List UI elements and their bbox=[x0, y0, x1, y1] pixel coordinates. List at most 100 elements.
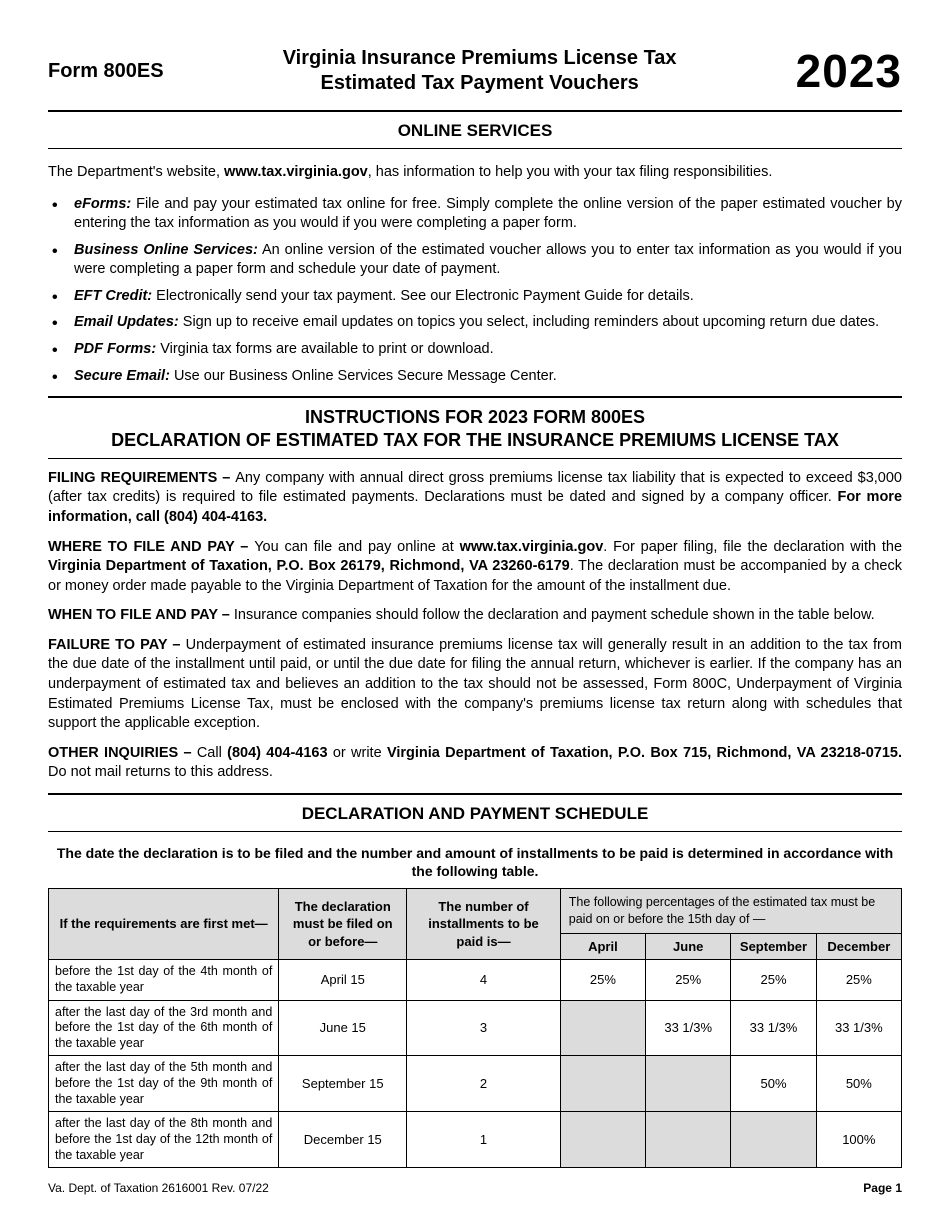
list-item: PDF Forms: Virginia tax forms are availa… bbox=[74, 340, 902, 360]
cell-pct: 50% bbox=[816, 1056, 901, 1112]
item-label: Secure Email: bbox=[74, 368, 170, 384]
where-address: Virginia Department of Taxation, P.O. Bo… bbox=[48, 558, 570, 574]
cell-pct: 25% bbox=[731, 960, 816, 1000]
item-label: eForms: bbox=[74, 196, 131, 212]
cell-pct: 33 1/3% bbox=[816, 1000, 901, 1056]
list-item: EFT Credit: Electronically send your tax… bbox=[74, 287, 902, 307]
table-header-row: If the requirements are first met— The d… bbox=[49, 889, 902, 934]
schedule-heading: DECLARATION AND PAYMENT SCHEDULE bbox=[48, 799, 902, 828]
other-mid: or write bbox=[328, 745, 387, 761]
main-title: Virginia Insurance Premiums License Tax … bbox=[164, 46, 796, 96]
table-body: before the 1st day of the 4th month of t… bbox=[49, 960, 902, 1168]
list-item: Email Updates: Sign up to receive email … bbox=[74, 313, 902, 333]
item-label: Email Updates: bbox=[74, 314, 179, 330]
table-row: before the 1st day of the 4th month of t… bbox=[49, 960, 902, 1000]
cell-pct: 50% bbox=[731, 1056, 816, 1112]
cell-req: after the last day of the 5th month and … bbox=[49, 1056, 279, 1112]
item-label: EFT Credit: bbox=[74, 288, 152, 304]
item-label: Business Online Services: bbox=[74, 242, 258, 258]
th-december: December bbox=[816, 933, 901, 960]
other-pre: Call bbox=[197, 745, 227, 761]
th-june: June bbox=[646, 933, 731, 960]
other-post: Do not mail returns to this address. bbox=[48, 764, 273, 780]
other-inquiries-para: OTHER INQUIRIES – Call (804) 404-4163 or… bbox=[48, 744, 902, 783]
cell-pct: 25% bbox=[560, 960, 645, 1000]
filing-label: FILING REQUIREMENTS – bbox=[48, 470, 235, 486]
other-phone: (804) 404-4163 bbox=[227, 745, 327, 761]
header-row: Form 800ES Virginia Insurance Premiums L… bbox=[48, 40, 902, 102]
cell-req: after the last day of the 8th month and … bbox=[49, 1112, 279, 1168]
title-line2: Estimated Tax Payment Vouchers bbox=[321, 72, 639, 94]
th-requirements: If the requirements are first met— bbox=[49, 889, 279, 960]
item-text: Electronically send your tax payment. Se… bbox=[152, 288, 694, 304]
instructions-heading: INSTRUCTIONS FOR 2023 FORM 800ES DECLARA… bbox=[48, 402, 902, 455]
tax-year: 2023 bbox=[796, 40, 902, 102]
cell-num: 2 bbox=[407, 1056, 561, 1112]
footer-left: Va. Dept. of Taxation 2616001 Rev. 07/22 bbox=[48, 1180, 269, 1196]
where-url: www.tax.virginia.gov bbox=[460, 539, 604, 555]
when-to-file-para: WHEN TO FILE AND PAY – Insurance compani… bbox=[48, 606, 902, 626]
item-text: Use our Business Online Services Secure … bbox=[170, 368, 557, 384]
cell-empty bbox=[646, 1056, 731, 1112]
cell-pct: 100% bbox=[816, 1112, 901, 1168]
table-row: after the last day of the 5th month and … bbox=[49, 1056, 902, 1112]
failure-label: FAILURE TO PAY – bbox=[48, 637, 186, 653]
cell-decl: September 15 bbox=[279, 1056, 407, 1112]
cell-pct: 33 1/3% bbox=[731, 1000, 816, 1056]
cell-pct: 25% bbox=[646, 960, 731, 1000]
online-services-list: eForms: File and pay your estimated tax … bbox=[48, 195, 902, 387]
when-label: WHEN TO FILE AND PAY – bbox=[48, 607, 234, 623]
cell-decl: June 15 bbox=[279, 1000, 407, 1056]
footer: Va. Dept. of Taxation 2616001 Rev. 07/22… bbox=[48, 1180, 902, 1196]
instructions-h2: DECLARATION OF ESTIMATED TAX FOR THE INS… bbox=[111, 430, 839, 450]
form-id: Form 800ES bbox=[48, 58, 164, 85]
item-label: PDF Forms: bbox=[74, 341, 156, 357]
intro-pre: The Department's website, bbox=[48, 164, 224, 180]
cell-num: 4 bbox=[407, 960, 561, 1000]
cell-empty bbox=[560, 1056, 645, 1112]
cell-decl: December 15 bbox=[279, 1112, 407, 1168]
cell-empty bbox=[560, 1000, 645, 1056]
cell-pct: 33 1/3% bbox=[646, 1000, 731, 1056]
rule bbox=[48, 458, 902, 459]
item-text: Sign up to receive email updates on topi… bbox=[179, 314, 879, 330]
th-april: April bbox=[560, 933, 645, 960]
schedule-intro: The date the declaration is to be filed … bbox=[48, 844, 902, 880]
where-label: WHERE TO FILE AND PAY – bbox=[48, 539, 254, 555]
title-line1: Virginia Insurance Premiums License Tax bbox=[283, 47, 677, 69]
cell-num: 1 bbox=[407, 1112, 561, 1168]
item-text: File and pay your estimated tax online f… bbox=[74, 196, 902, 232]
th-percent-top: The following percentages of the estimat… bbox=[560, 889, 901, 934]
th-declaration: The declaration must be filed on or befo… bbox=[279, 889, 407, 960]
rule bbox=[48, 793, 902, 795]
cell-empty bbox=[731, 1112, 816, 1168]
rule bbox=[48, 148, 902, 149]
rule bbox=[48, 110, 902, 112]
intro-post: , has information to help you with your … bbox=[368, 164, 773, 180]
failure-to-pay-para: FAILURE TO PAY – Underpayment of estimat… bbox=[48, 636, 902, 734]
where-pre: You can file and pay online at bbox=[254, 539, 459, 555]
cell-pct: 25% bbox=[816, 960, 901, 1000]
table-head: If the requirements are first met— The d… bbox=[49, 889, 902, 960]
where-mid: . For paper filing, file the declaration… bbox=[603, 539, 902, 555]
cell-empty bbox=[646, 1112, 731, 1168]
rule bbox=[48, 831, 902, 832]
cell-num: 3 bbox=[407, 1000, 561, 1056]
cell-empty bbox=[560, 1112, 645, 1168]
table-row: after the last day of the 3rd month and … bbox=[49, 1000, 902, 1056]
instructions-h1: INSTRUCTIONS FOR 2023 FORM 800ES bbox=[305, 407, 645, 427]
rule bbox=[48, 396, 902, 398]
other-address: Virginia Department of Taxation, P.O. Bo… bbox=[387, 745, 902, 761]
online-services-intro: The Department's website, www.tax.virgin… bbox=[48, 163, 902, 183]
th-september: September bbox=[731, 933, 816, 960]
table-row: after the last day of the 8th month and … bbox=[49, 1112, 902, 1168]
online-services-heading: ONLINE SERVICES bbox=[48, 116, 902, 145]
where-to-file-para: WHERE TO FILE AND PAY – You can file and… bbox=[48, 538, 902, 597]
when-text: Insurance companies should follow the de… bbox=[234, 607, 875, 623]
th-installments: The number of installments to be paid is… bbox=[407, 889, 561, 960]
cell-req: after the last day of the 3rd month and … bbox=[49, 1000, 279, 1056]
intro-url: www.tax.virginia.gov bbox=[224, 164, 368, 180]
footer-page: Page 1 bbox=[863, 1180, 902, 1196]
list-item: Business Online Services: An online vers… bbox=[74, 241, 902, 280]
cell-req: before the 1st day of the 4th month of t… bbox=[49, 960, 279, 1000]
